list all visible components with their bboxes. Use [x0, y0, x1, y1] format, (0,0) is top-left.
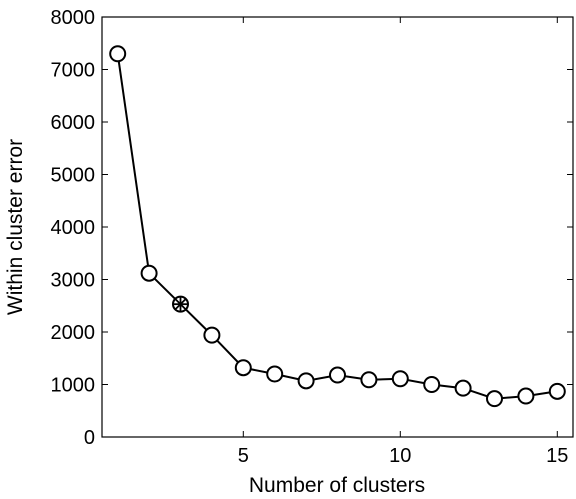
x-tick-label-1: 10	[389, 445, 411, 467]
series-line-0	[116, 53, 558, 400]
data-point-1	[140, 264, 158, 282]
data-point-3	[203, 326, 221, 344]
highlight-star-marker	[173, 297, 188, 312]
y-axis-ticks: 0 1000 2000 3000 4000 5000 6000 7000 8000	[51, 7, 573, 449]
y-tick-label-3: 3000	[51, 270, 96, 292]
data-point-6	[297, 372, 315, 390]
data-point-9	[391, 370, 409, 388]
data-point-11	[454, 379, 472, 397]
data-point-10	[423, 376, 441, 393]
y-tick-label-0: 0	[84, 427, 95, 449]
data-point-13	[517, 387, 535, 405]
data-point-4	[234, 359, 252, 377]
x-tick-label-0: 5	[238, 445, 249, 467]
x-axis-title: Number of clusters	[249, 474, 425, 497]
data-point-14	[548, 382, 566, 400]
data-point-0	[109, 45, 127, 63]
y-tick-label-8: 8000	[51, 7, 96, 29]
y-tick-label-2: 2000	[51, 322, 96, 344]
data-point-8	[360, 371, 378, 389]
x-tick-label-2: 15	[546, 445, 568, 467]
data-point-5	[266, 365, 284, 383]
y-axis-title: Within cluster error	[4, 139, 27, 315]
y-tick-label-7: 7000	[51, 60, 96, 82]
y-tick-label-1: 1000	[51, 375, 96, 397]
y-tick-label-5: 5000	[51, 165, 96, 187]
series-marks	[109, 45, 566, 408]
data-point-12	[486, 390, 503, 408]
x-axis-ticks: 5 10 15	[238, 17, 568, 467]
y-tick-label-4: 4000	[51, 217, 96, 239]
data-point-7	[329, 366, 346, 384]
y-tick-label-6: 6000	[51, 112, 96, 134]
